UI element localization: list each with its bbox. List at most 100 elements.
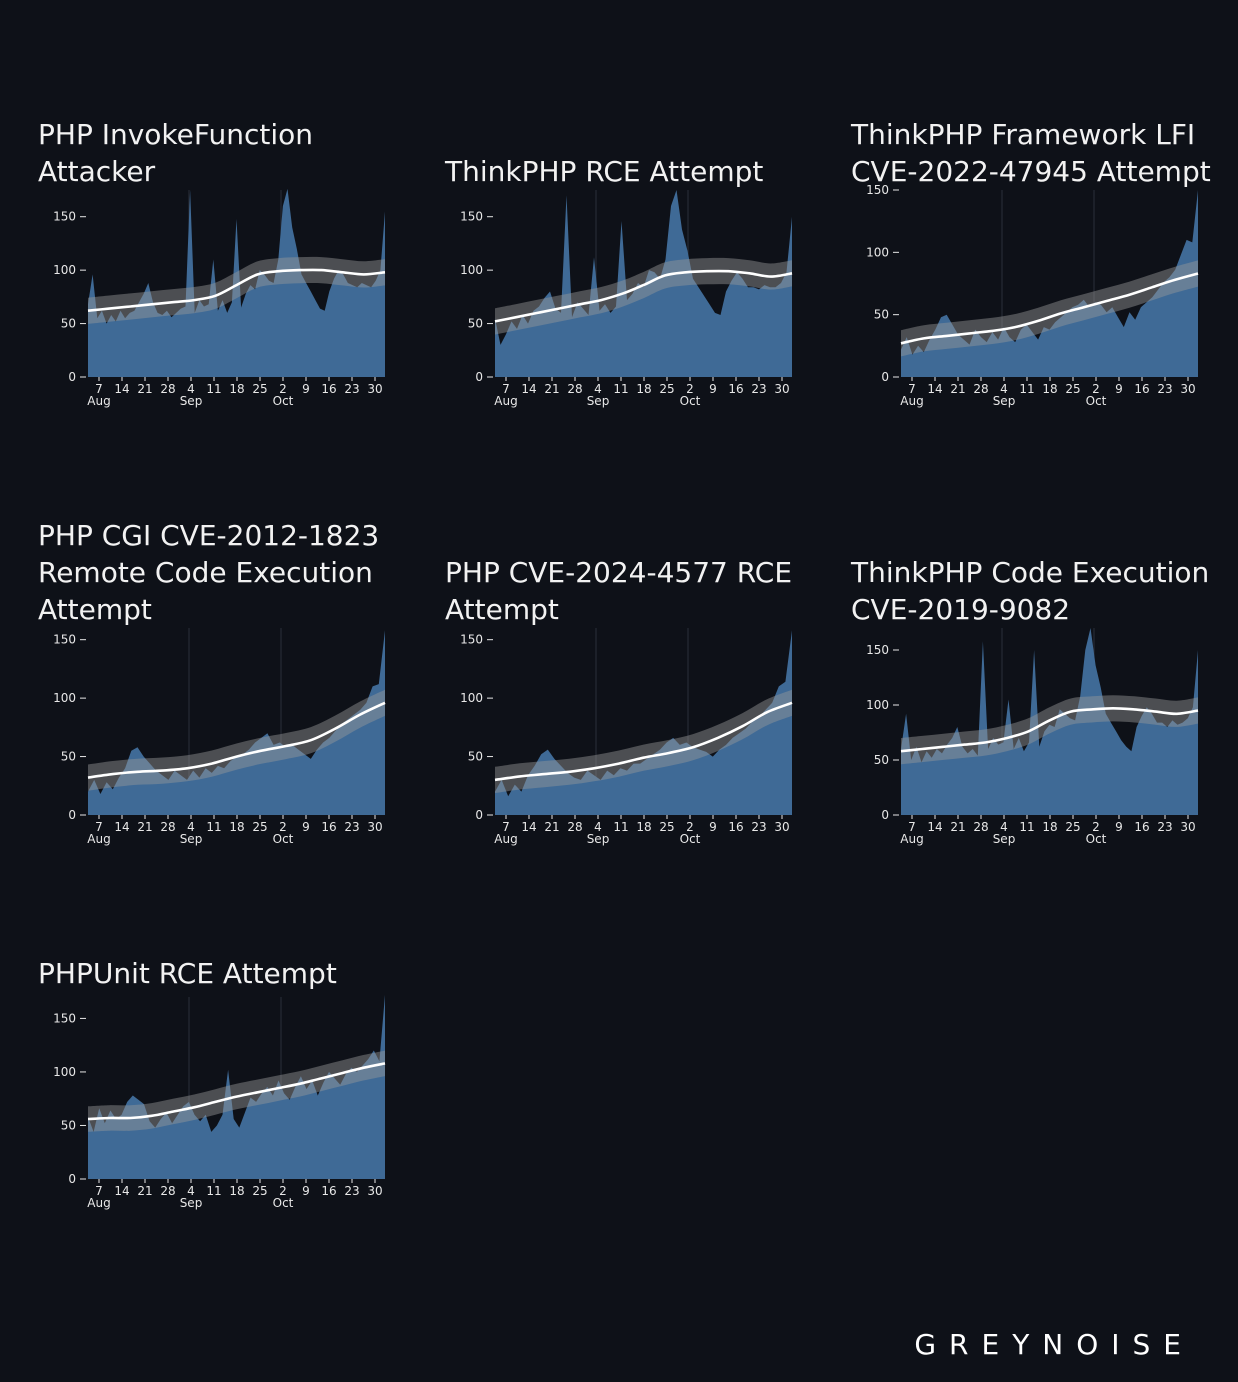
confidence-band bbox=[88, 1050, 385, 1132]
chart-panel-1: PHP InvokeFunction Attacker 0 50 100 150 7 14 2… bbox=[38, 40, 438, 440]
trend-line bbox=[87, 1062, 386, 1121]
chart-svg: 0 50 100 150 7 14 21 28 4 11 18 25 2 9 16 23 30 Aug Sep Oct bbox=[866, 628, 1199, 846]
x-tick-label: 16 bbox=[321, 820, 336, 834]
x-tick-label: 4 bbox=[1000, 382, 1008, 396]
x-tick-label: 18 bbox=[229, 820, 244, 834]
x-tick-label: 28 bbox=[973, 382, 988, 396]
chart-title: PHPUnit RCE Attempt bbox=[38, 957, 337, 990]
x-tick-label: 21 bbox=[137, 1184, 152, 1198]
x-tick-label: 4 bbox=[187, 1184, 195, 1198]
x-tick-label: 11 bbox=[1019, 820, 1034, 834]
x-tick-label: 30 bbox=[774, 820, 789, 834]
x-month-label: Oct bbox=[680, 394, 701, 408]
chart-svg: 0 50 100 150 7 14 21 28 4 11 18 25 2 9 16 23 30 Aug Sep Oct bbox=[866, 183, 1199, 408]
x-tick-label: 16 bbox=[728, 820, 743, 834]
x-tick-label: 16 bbox=[728, 382, 743, 396]
x-month-label: Aug bbox=[87, 1196, 110, 1210]
x-tick-label: 30 bbox=[367, 382, 382, 396]
x-tick-label: 23 bbox=[344, 382, 359, 396]
x-tick-label: 25 bbox=[1065, 382, 1080, 396]
x-tick-label: 28 bbox=[160, 820, 175, 834]
y-tick-label: 150 bbox=[866, 643, 889, 657]
chart-panel-3: ThinkPHP Framework LFI CVE-2022-47945 At… bbox=[851, 40, 1238, 440]
x-month-label: Sep bbox=[587, 832, 610, 846]
x-tick-label: 4 bbox=[187, 382, 195, 396]
y-tick-label: 0 bbox=[475, 808, 483, 822]
x-tick-label: 11 bbox=[613, 382, 628, 396]
x-tick-label: 25 bbox=[252, 820, 267, 834]
y-tick-label: 150 bbox=[460, 633, 483, 647]
x-tick-label: 30 bbox=[1180, 382, 1195, 396]
x-tick-label: 18 bbox=[636, 382, 651, 396]
area-series bbox=[495, 190, 792, 377]
x-tick-label: 9 bbox=[302, 1184, 310, 1198]
chart-svg: 0 50 100 150 7 14 21 28 4 11 18 25 2 9 16 23 30 Aug Sep Oct bbox=[460, 190, 793, 408]
x-tick-label: 2 bbox=[279, 820, 287, 834]
x-tick-label: 28 bbox=[160, 382, 175, 396]
y-tick-label: 100 bbox=[53, 1065, 76, 1079]
x-tick-label: 7 bbox=[95, 382, 103, 396]
chart-panel-5: PHP CVE-2024-4577 RCE Attempt 0 50 100 150 7 1… bbox=[445, 478, 845, 878]
trend-line bbox=[87, 701, 386, 779]
x-tick-label: 21 bbox=[544, 382, 559, 396]
trend-line bbox=[494, 701, 793, 782]
y-tick-label: 50 bbox=[61, 1118, 76, 1132]
y-tick-label: 150 bbox=[53, 1011, 76, 1025]
y-tick-label: 100 bbox=[53, 691, 76, 705]
x-tick-label: 7 bbox=[95, 820, 103, 834]
x-tick-label: 16 bbox=[321, 1184, 336, 1198]
x-tick-label: 18 bbox=[1042, 820, 1057, 834]
y-tick-label: 150 bbox=[866, 183, 889, 197]
y-tick-label: 50 bbox=[61, 317, 76, 331]
x-tick-label: 25 bbox=[659, 382, 674, 396]
x-tick-label: 7 bbox=[502, 820, 510, 834]
x-tick-label: 14 bbox=[521, 382, 536, 396]
x-tick-label: 30 bbox=[774, 382, 789, 396]
y-tick-label: 0 bbox=[68, 1172, 76, 1186]
x-month-label: Sep bbox=[993, 832, 1016, 846]
x-tick-label: 4 bbox=[594, 820, 602, 834]
y-tick-label: 100 bbox=[53, 263, 76, 277]
chart-title: ThinkPHP RCE Attempt bbox=[445, 155, 764, 188]
x-tick-label: 16 bbox=[1134, 382, 1149, 396]
x-tick-label: 16 bbox=[1134, 820, 1149, 834]
trend-line bbox=[900, 272, 1199, 345]
x-tick-label: 9 bbox=[1115, 820, 1123, 834]
area-series bbox=[88, 630, 385, 815]
x-month-label: Sep bbox=[993, 394, 1016, 408]
area-series bbox=[88, 188, 385, 377]
confidence-band bbox=[495, 689, 792, 793]
x-month-label: Oct bbox=[1086, 832, 1107, 846]
y-tick-label: 50 bbox=[468, 750, 483, 764]
x-tick-label: 23 bbox=[751, 820, 766, 834]
x-tick-label: 14 bbox=[114, 382, 129, 396]
y-tick-label: 50 bbox=[468, 317, 483, 331]
chart-title: ThinkPHP Framework LFI CVE-2022-47945 At… bbox=[851, 118, 1211, 188]
area-series bbox=[88, 994, 385, 1179]
confidence-band bbox=[88, 689, 385, 791]
chart-title: PHP InvokeFunction Attacker bbox=[38, 118, 313, 188]
x-tick-label: 23 bbox=[1157, 382, 1172, 396]
x-tick-label: 11 bbox=[206, 1184, 221, 1198]
y-tick-label: 0 bbox=[475, 370, 483, 384]
x-tick-label: 7 bbox=[502, 382, 510, 396]
chart-svg: 0 50 100 150 7 14 21 28 4 11 18 25 2 9 16 23 30 Aug Sep Oct bbox=[460, 628, 793, 846]
greynoise-logo: GREYNOISE bbox=[914, 1328, 1194, 1361]
y-tick-label: 0 bbox=[68, 370, 76, 384]
chart-svg: 0 50 100 150 7 14 21 28 4 11 18 25 2 9 16 23 30 Aug Sep Oct bbox=[53, 628, 386, 846]
x-tick-label: 23 bbox=[1157, 820, 1172, 834]
x-tick-label: 11 bbox=[1019, 382, 1034, 396]
chart-panel-4: PHP CGI CVE-2012-1823 Remote Code Execut… bbox=[38, 478, 438, 878]
x-tick-label: 21 bbox=[137, 382, 152, 396]
chart-svg: 0 50 100 150 7 14 21 28 4 11 18 25 2 9 16 23 30 Aug Sep Oct bbox=[53, 188, 386, 408]
x-month-label: Aug bbox=[900, 832, 923, 846]
x-month-label: Aug bbox=[494, 832, 517, 846]
x-tick-label: 23 bbox=[344, 820, 359, 834]
x-month-label: Oct bbox=[273, 832, 294, 846]
x-tick-label: 25 bbox=[252, 382, 267, 396]
x-tick-label: 25 bbox=[1065, 820, 1080, 834]
x-tick-label: 11 bbox=[206, 820, 221, 834]
area-series bbox=[901, 628, 1198, 815]
x-month-label: Sep bbox=[587, 394, 610, 408]
x-month-label: Oct bbox=[273, 394, 294, 408]
